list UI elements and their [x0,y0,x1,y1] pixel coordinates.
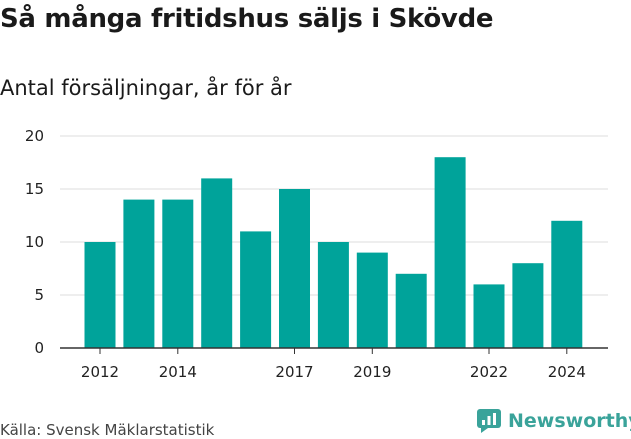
bar-2014 [162,199,194,348]
brand-name: Newsworthy [508,410,631,432]
x-tick-label-2019: 2019 [353,363,391,381]
bar-2013 [123,199,155,348]
newsworthy-logo-icon [477,409,501,433]
y-tick-label-5: 5 [34,286,44,304]
bars [84,157,583,348]
chart-subtitle: Antal försäljningar, år för år [0,76,292,100]
y-tick-label-15: 15 [25,180,44,198]
bar-2020 [395,273,427,348]
bar-2012 [84,242,116,348]
x-tick-label-2024: 2024 [548,363,586,381]
chart-title: Så många fritidshus säljs i Skövde [0,4,494,34]
y-tick-label-20: 20 [25,127,44,145]
bar-2021 [434,157,466,348]
y-tick-label-10: 10 [25,233,44,251]
bar-2022 [473,284,505,348]
brand-logo: Newsworthy [476,408,631,434]
x-tick-label-2017: 2017 [275,363,313,381]
bar-2023 [512,263,544,348]
bar-2017 [279,189,310,348]
x-tick-label-2022: 2022 [470,363,508,381]
x-tick-label-2012: 2012 [81,363,119,381]
axes: 0 5 10 15 20 2012 2014 2017 2019 2022 2024 [25,127,608,381]
bar-2018 [317,242,349,348]
source-note: Källa: Svensk Mäklarstatistik [0,421,215,439]
bar-2016 [240,231,272,348]
bar-2024 [551,220,583,348]
bar-2019 [356,252,388,348]
x-tick-label-2014: 2014 [159,363,197,381]
bar-2015 [201,178,233,348]
y-tick-label-0: 0 [34,339,44,357]
